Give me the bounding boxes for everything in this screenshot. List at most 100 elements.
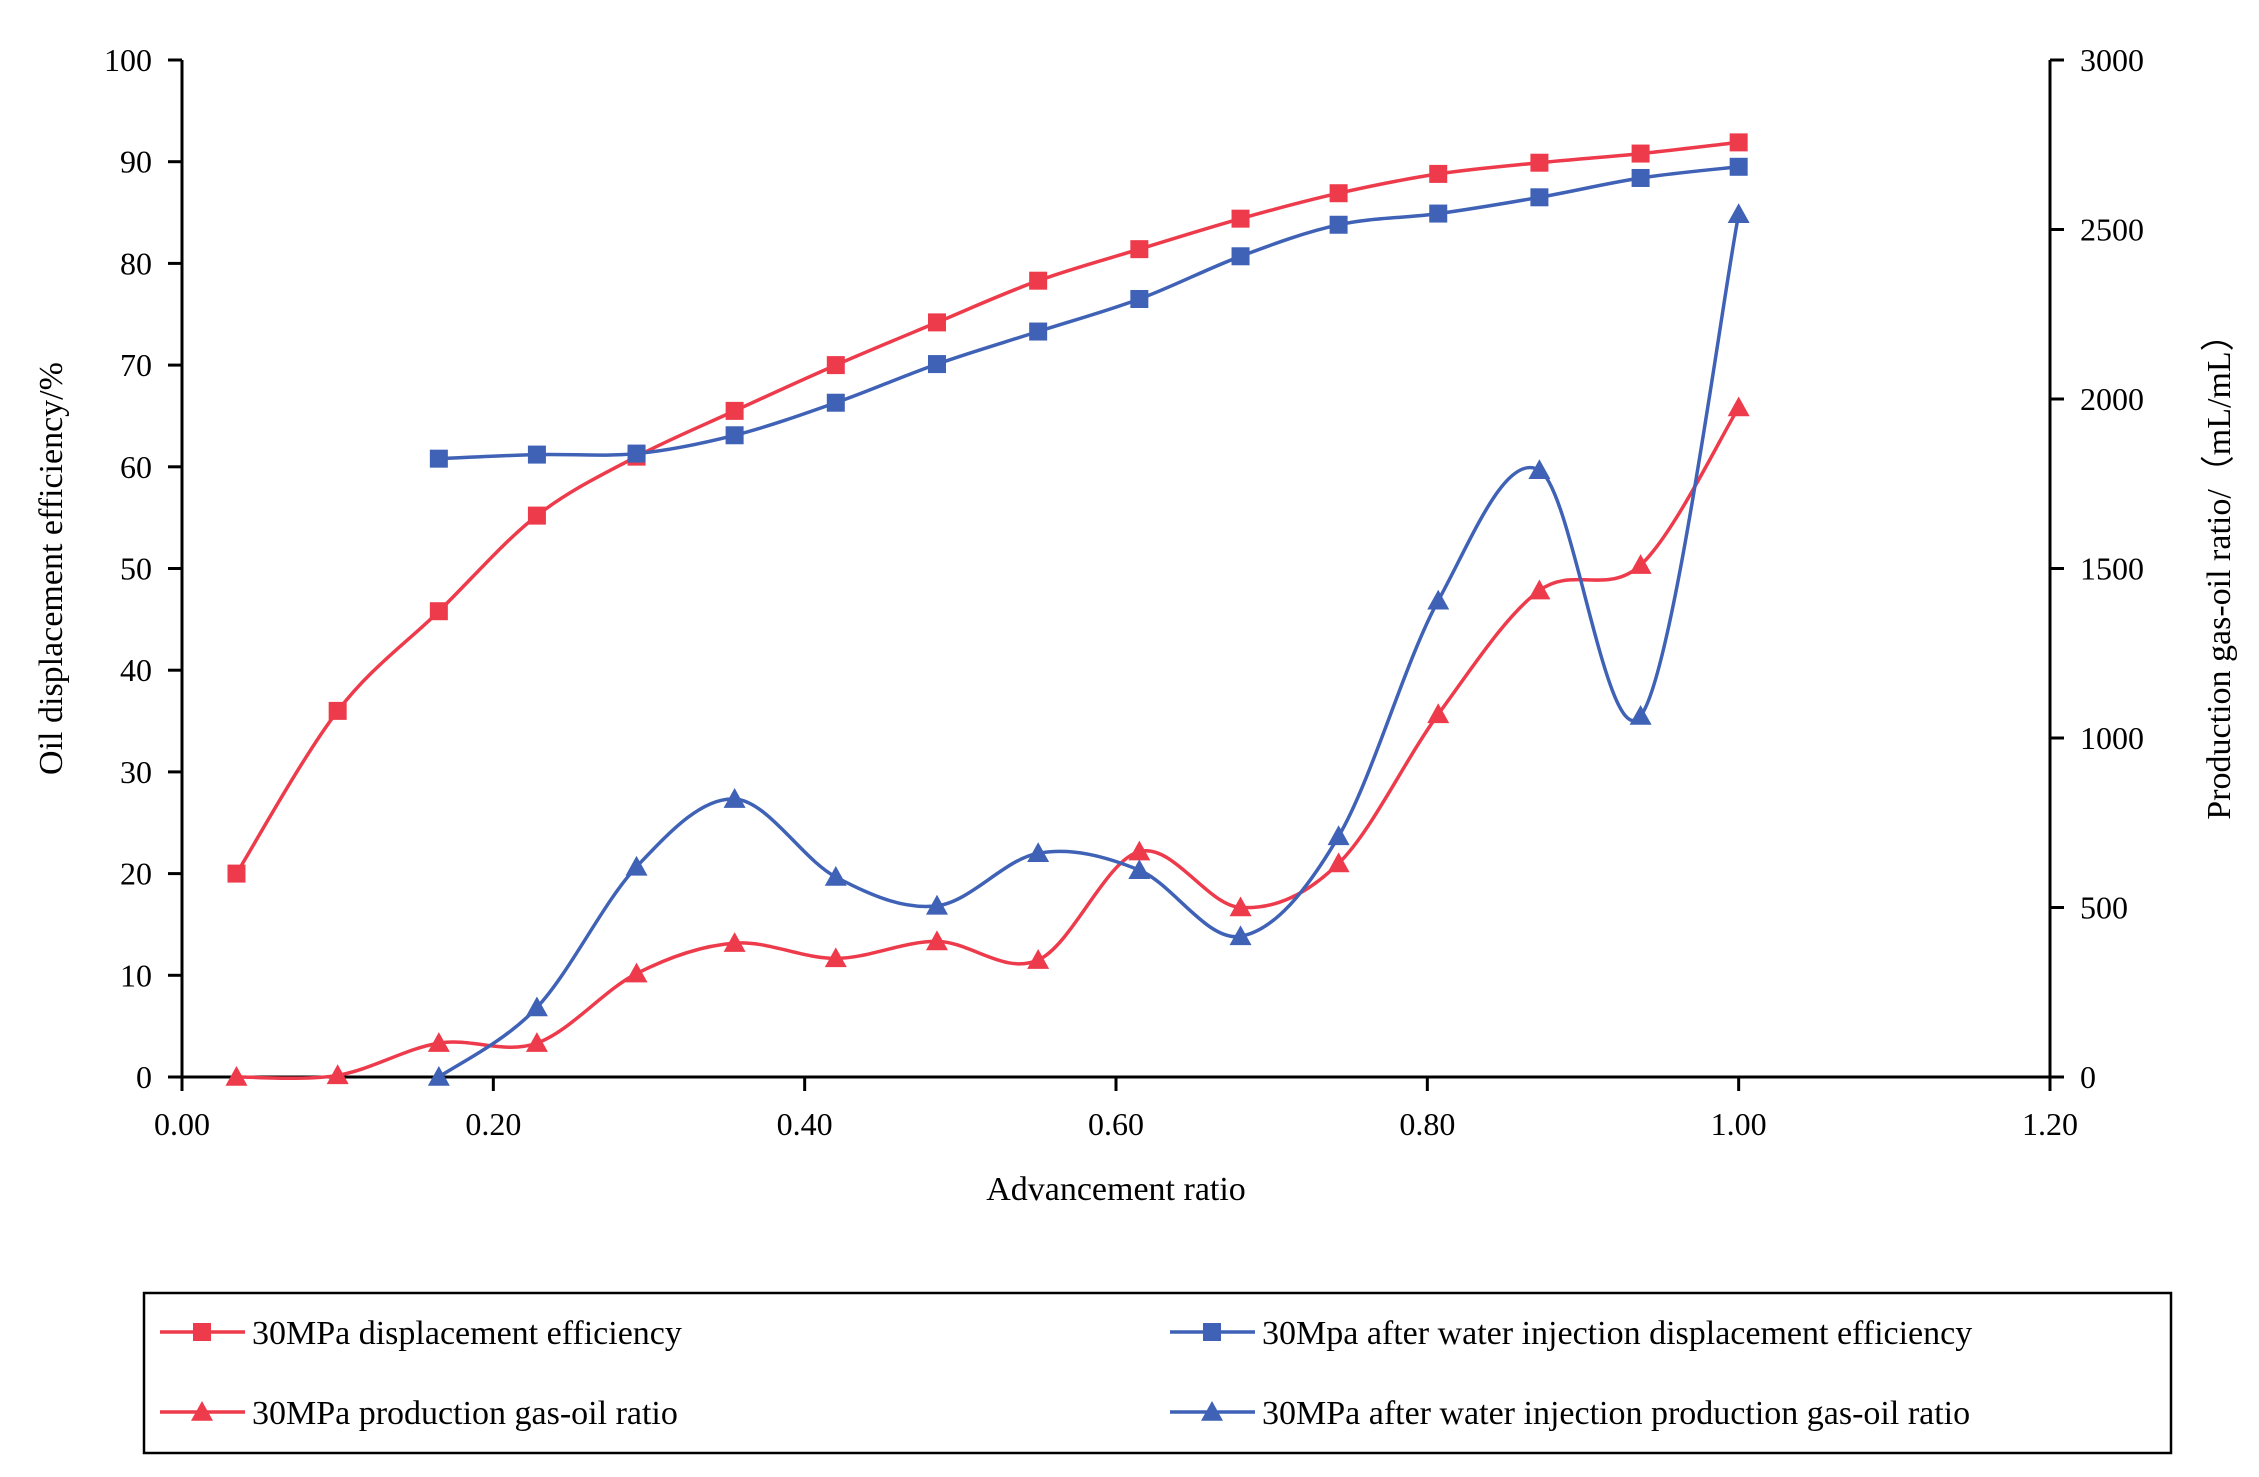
y-left-tick-label: 0 [136,1059,152,1095]
data-point [429,602,448,621]
data-point [328,701,347,720]
data-point [1128,840,1151,861]
data-point [227,864,246,883]
y-right-tick-label: 2500 [2080,212,2144,248]
legend-entry-30mpa-after-water-injection-displacement-efficiency: 30Mpa after water injection displacement… [1170,1315,1972,1352]
data-point [1629,554,1652,574]
data-point [625,855,648,876]
legend-entry-30mpa-production-gas-oil-ratio: 30MPa production gas-oil ratio [160,1395,678,1432]
y-left-tick-label: 90 [120,144,152,180]
legend-marker [1201,1401,1223,1421]
data-point [1229,925,1252,946]
data-point [1429,204,1448,223]
data-point [1229,896,1252,917]
data-point [927,355,946,374]
series-line [236,406,1741,1081]
x-tick-label: 0.60 [1088,1106,1144,1142]
legend-entry-30mpa-after-water-injection-production-gas-oil-ratio: 30MPa after water injection production g… [1170,1395,1970,1432]
y-right-tick-label: 1500 [2080,551,2144,587]
data-point [1329,215,1348,234]
series-line [438,165,1739,461]
y-left-tick-label: 100 [104,42,152,78]
y-axis-right-title: Production gas-oil ratio/（mL/mL） [2200,317,2238,819]
data-point [429,449,448,468]
x-tick-label: 1.00 [1711,1106,1767,1142]
data-point [725,401,744,420]
data-point [1130,289,1149,308]
data-point [1631,144,1650,163]
data-point [1729,133,1748,152]
legend-marker [193,1323,211,1341]
legend-label: 30MPa production gas-oil ratio [252,1395,678,1432]
data-point [1029,271,1048,290]
data-point [427,1032,450,1052]
data-point [1528,459,1551,479]
legend-box [142,1291,2173,1455]
data-point [1231,209,1250,228]
data-point [927,313,946,332]
series-30mpa-after-water-injection-displacement-efficiency [429,157,1748,468]
data-point [527,445,546,464]
data-point [1631,168,1650,187]
series-line [437,213,1741,1079]
series-layer [225,133,1750,1086]
y-left-tick-label: 10 [120,957,152,993]
x-tick-label: 1.20 [2022,1106,2078,1142]
y-axis-left-title: Oil displacement efficiency/% [33,362,70,775]
axes: 0.00 0.20 0.40 0.60 0.80 1.00 1.20010203040506… [33,42,2238,1208]
x-tick-label: 0.00 [154,1106,210,1142]
data-point [925,894,948,915]
data-point [1528,579,1551,600]
y-right-tick-label: 0 [2080,1059,2096,1095]
y-left-tick-label: 80 [120,245,152,281]
data-point [723,932,746,952]
data-point [723,788,746,808]
data-point [527,506,546,525]
data-point [326,1064,349,1085]
data-point [525,1032,548,1052]
data-point [225,1066,248,1086]
data-point [1029,322,1048,341]
data-point [1327,852,1350,873]
data-point [625,962,648,983]
data-point [826,393,845,412]
x-tick-label: 0.40 [777,1106,833,1142]
x-axis-title: Advancement ratio [986,1171,1246,1208]
legend-entry-30mpa-displacement-efficiency: 30MPa displacement efficiency [160,1315,682,1352]
y-left-tick-label: 60 [120,449,152,485]
legend-label: 30MPa displacement efficiency [252,1315,682,1352]
data-point [824,865,847,886]
series-30mpa-displacement-efficiency [227,133,1748,883]
legend-marker [1203,1323,1221,1341]
data-point [925,930,948,951]
data-point [1429,164,1448,183]
y-right-tick-label: 500 [2080,890,2128,926]
data-point [1327,825,1350,846]
data-point [627,444,646,463]
x-tick-label: 0.80 [1399,1106,1455,1142]
y-left-tick-label: 70 [120,347,152,383]
data-point [1427,703,1450,724]
data-point [1530,188,1549,207]
data-point [1027,949,1050,969]
series-30mpa-production-gas-oil-ratio [225,396,1750,1086]
data-point [1530,153,1549,172]
data-point [1231,247,1250,266]
legend-label: 30Mpa after water injection displacement… [1262,1315,1972,1352]
data-point [1427,589,1450,610]
legend-label: 30MPa after water injection production g… [1262,1395,1970,1432]
data-point [1727,203,1750,224]
data-point [1727,396,1750,417]
data-point [1629,704,1652,725]
data-point [1027,842,1050,863]
y-left-tick-label: 20 [120,856,152,892]
legend: 30MPa displacement efficiency 30Mpa after… [142,1291,2173,1455]
data-point [1128,859,1151,880]
data-point [525,996,548,1017]
data-point [427,1066,450,1086]
y-right-tick-label: 2000 [2080,381,2144,417]
data-point [824,947,847,968]
y-right-tick-label: 1000 [2080,720,2144,756]
